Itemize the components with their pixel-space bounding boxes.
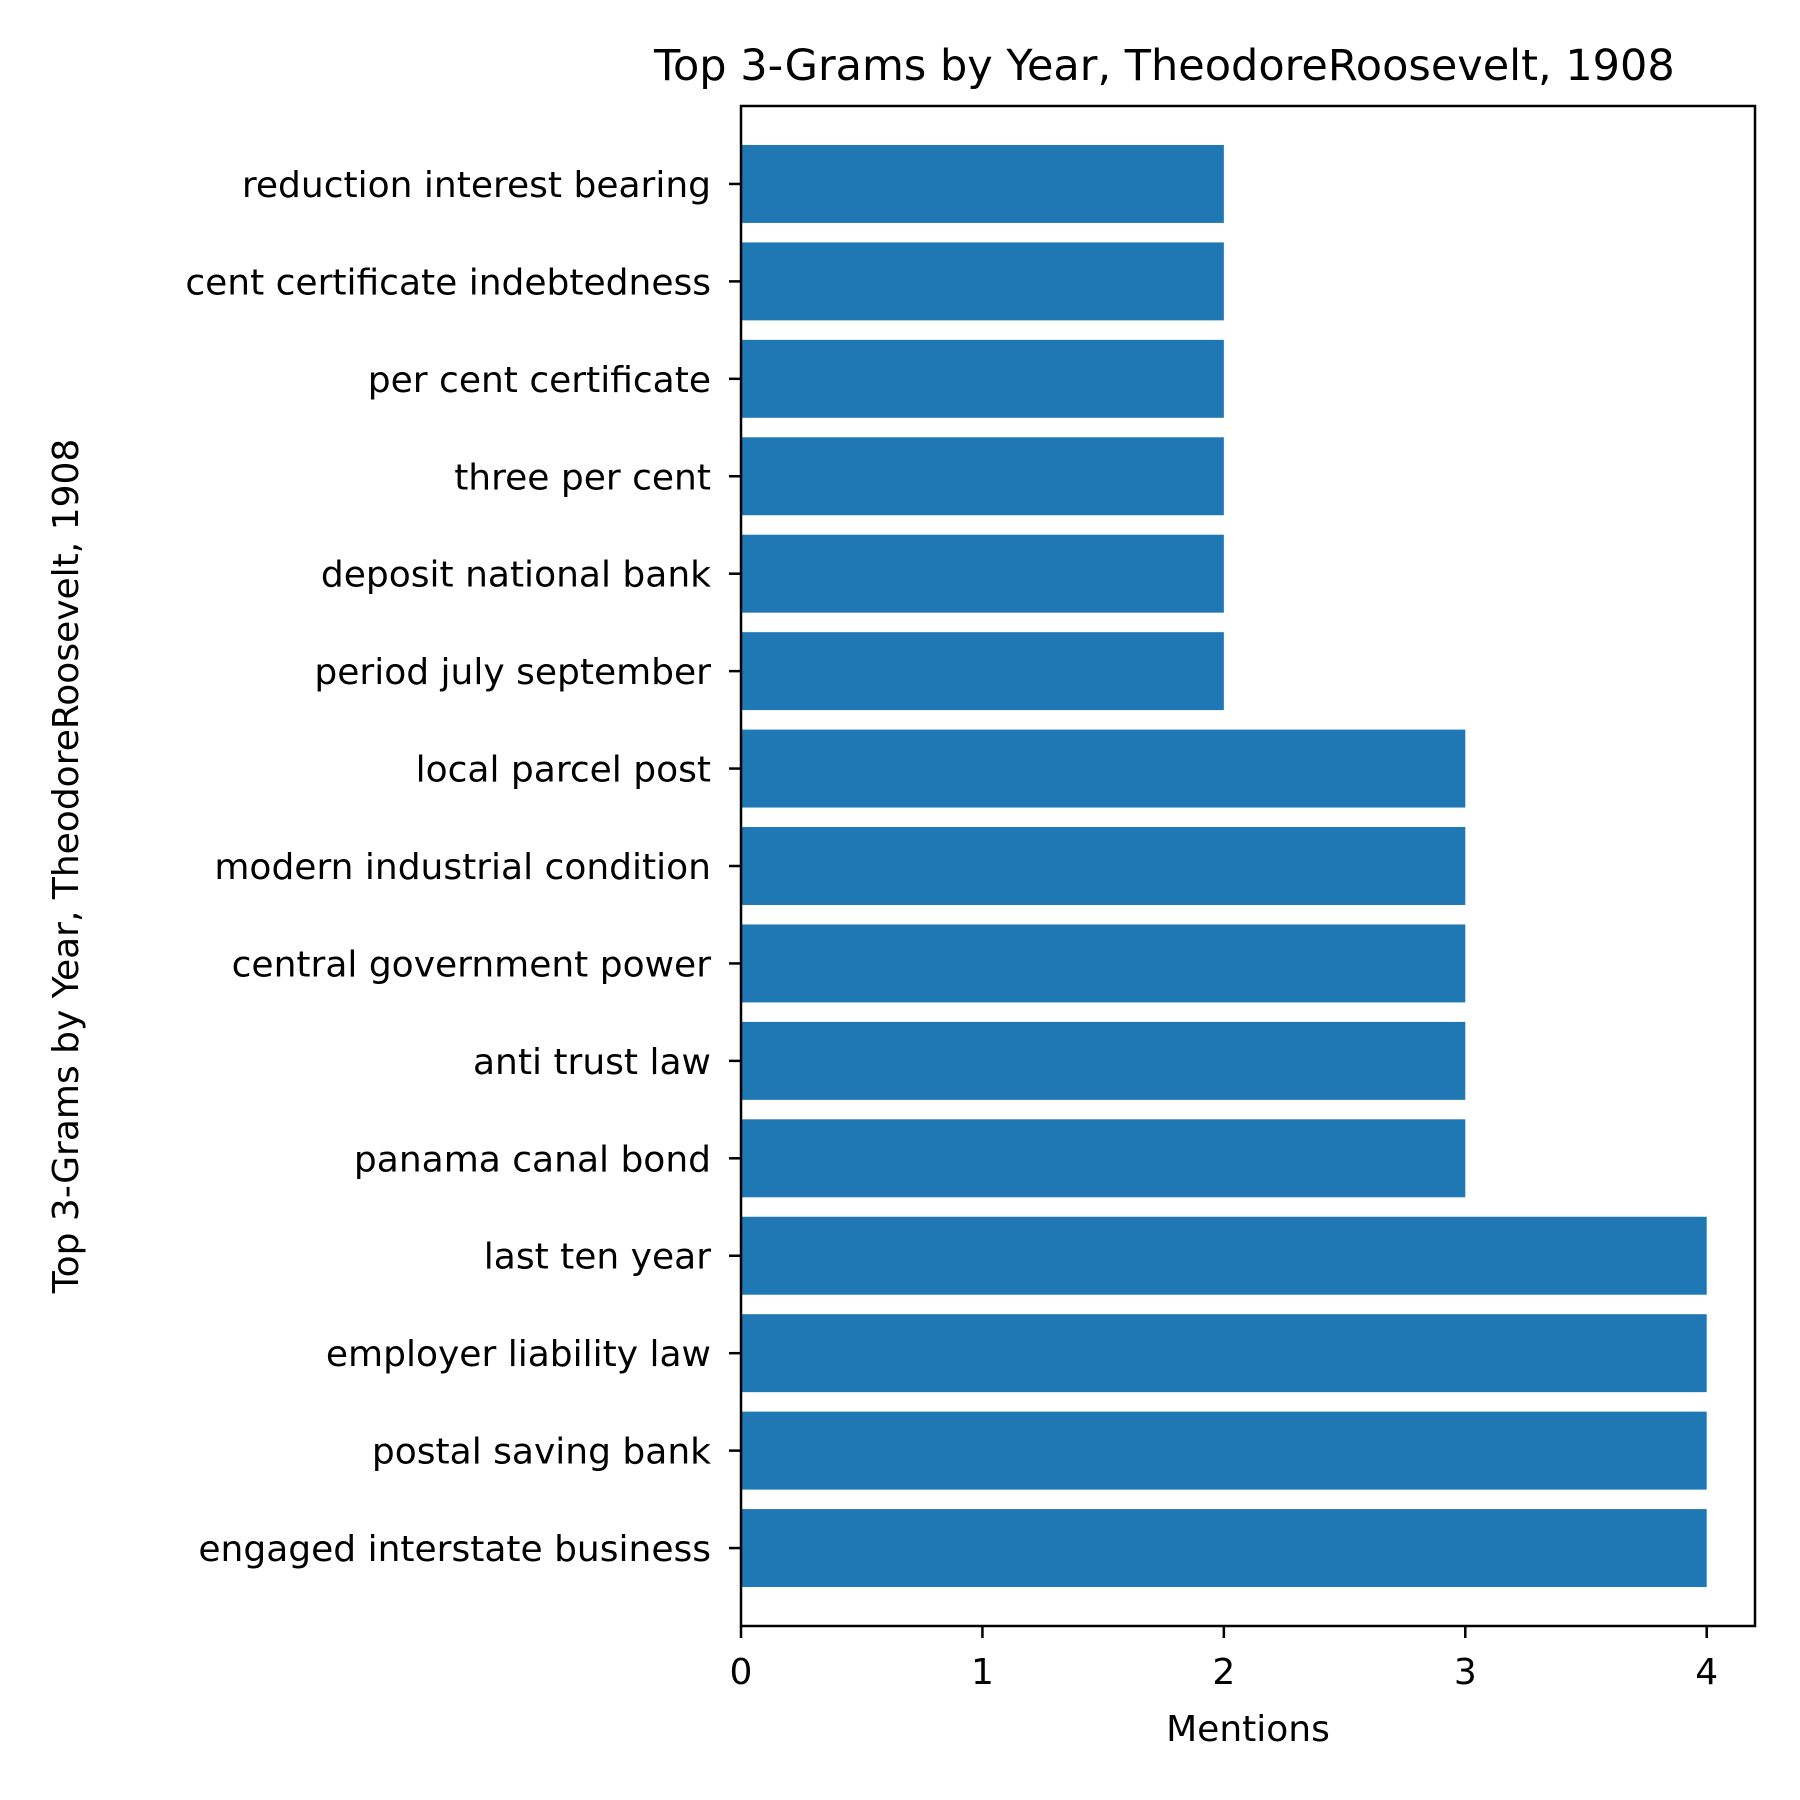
- bar: [741, 242, 1224, 321]
- y-tick-label: period july september: [314, 652, 711, 693]
- bar: [741, 1216, 1707, 1295]
- y-tick-label: reduction interest bearing: [242, 165, 711, 206]
- y-axis-ticks: engaged interstate business postal saving…: [185, 165, 741, 1570]
- y-tick-label: local parcel post: [416, 750, 711, 791]
- bar: [741, 632, 1224, 711]
- chart-title: Top 3-Grams by Year, TheodoreRoosevelt, …: [653, 41, 1675, 91]
- y-tick-label: employer liability law: [326, 1334, 711, 1375]
- bar: [741, 729, 1466, 808]
- y-tick-label: panama canal bond: [354, 1139, 711, 1180]
- y-tick-label: anti trust law: [473, 1042, 711, 1083]
- y-tick-label: three per cent: [454, 457, 711, 498]
- bar: [741, 924, 1466, 1003]
- y-tick-label: postal saving bank: [372, 1432, 711, 1473]
- x-axis-ticks: 0 1 2 3 4: [730, 1626, 1718, 1693]
- y-tick-label: per cent certificate: [368, 360, 711, 401]
- y-tick-label: deposit national bank: [321, 555, 711, 596]
- y-axis-title: Top 3-Grams by Year, TheodoreRoosevelt, …: [46, 439, 87, 1295]
- bar: [741, 1119, 1466, 1198]
- y-tick-label: cent certificate indebtedness: [185, 262, 711, 303]
- bar: [741, 437, 1224, 516]
- x-tick-label: 0: [730, 1652, 753, 1693]
- bar: [741, 1314, 1707, 1393]
- x-tick-label: 4: [1695, 1652, 1718, 1693]
- x-tick-label: 3: [1454, 1652, 1477, 1693]
- y-tick-label: last ten year: [484, 1237, 711, 1278]
- x-tick-label: 2: [1212, 1652, 1235, 1693]
- y-tick-label: engaged interstate business: [198, 1529, 711, 1570]
- bar: [741, 1021, 1466, 1100]
- bars-group: [741, 144, 1707, 1588]
- bar: [741, 339, 1224, 418]
- bar: [741, 1411, 1707, 1490]
- bar: [741, 144, 1224, 223]
- bar: [741, 1509, 1707, 1588]
- x-axis-title: Mentions: [1166, 1709, 1330, 1750]
- bar: [741, 534, 1224, 613]
- x-tick-label: 1: [971, 1652, 994, 1693]
- y-tick-label: central government power: [232, 944, 712, 985]
- bar: [741, 827, 1466, 905]
- y-tick-label: modern industrial condition: [214, 847, 711, 888]
